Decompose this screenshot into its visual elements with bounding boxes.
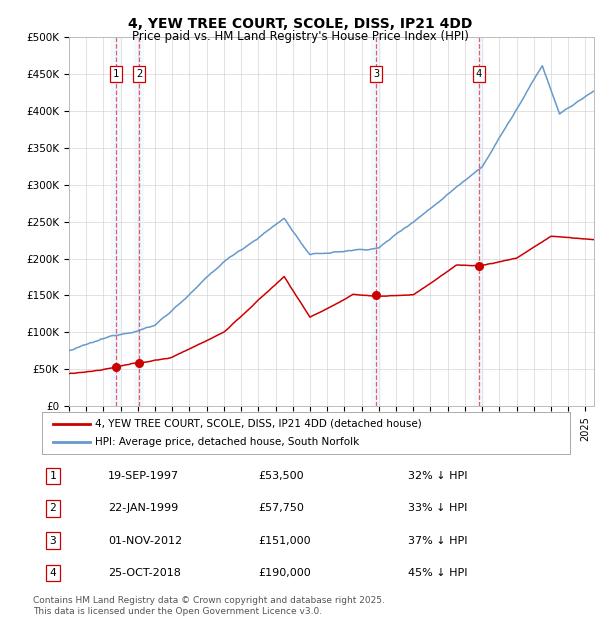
Text: Price paid vs. HM Land Registry's House Price Index (HPI): Price paid vs. HM Land Registry's House …: [131, 30, 469, 43]
Text: 32% ↓ HPI: 32% ↓ HPI: [408, 471, 467, 481]
Text: 01-NOV-2012: 01-NOV-2012: [108, 536, 182, 546]
Text: 25-OCT-2018: 25-OCT-2018: [108, 568, 181, 578]
Text: 1: 1: [49, 471, 56, 481]
Text: 4: 4: [476, 69, 482, 79]
Bar: [110, 37, 121, 406]
Text: 4, YEW TREE COURT, SCOLE, DISS, IP21 4DD (detached house): 4, YEW TREE COURT, SCOLE, DISS, IP21 4DD…: [95, 419, 422, 429]
Text: 22-JAN-1999: 22-JAN-1999: [108, 503, 178, 513]
Text: 19-SEP-1997: 19-SEP-1997: [108, 471, 179, 481]
Text: HPI: Average price, detached house, South Norfolk: HPI: Average price, detached house, Sout…: [95, 437, 359, 447]
Bar: [134, 37, 144, 406]
Text: 3: 3: [49, 536, 56, 546]
Text: 33% ↓ HPI: 33% ↓ HPI: [408, 503, 467, 513]
Bar: [371, 37, 381, 406]
Text: £57,750: £57,750: [258, 503, 304, 513]
Text: Contains HM Land Registry data © Crown copyright and database right 2025.
This d: Contains HM Land Registry data © Crown c…: [33, 596, 385, 616]
Text: 2: 2: [49, 503, 56, 513]
Bar: [474, 37, 484, 406]
Text: 4, YEW TREE COURT, SCOLE, DISS, IP21 4DD: 4, YEW TREE COURT, SCOLE, DISS, IP21 4DD: [128, 17, 472, 32]
Text: 1: 1: [113, 69, 119, 79]
Text: 3: 3: [373, 69, 379, 79]
Text: 45% ↓ HPI: 45% ↓ HPI: [408, 568, 467, 578]
Text: 37% ↓ HPI: 37% ↓ HPI: [408, 536, 467, 546]
Text: £190,000: £190,000: [258, 568, 311, 578]
Text: 4: 4: [49, 568, 56, 578]
Text: £53,500: £53,500: [258, 471, 304, 481]
Text: 2: 2: [136, 69, 142, 79]
Text: £151,000: £151,000: [258, 536, 311, 546]
